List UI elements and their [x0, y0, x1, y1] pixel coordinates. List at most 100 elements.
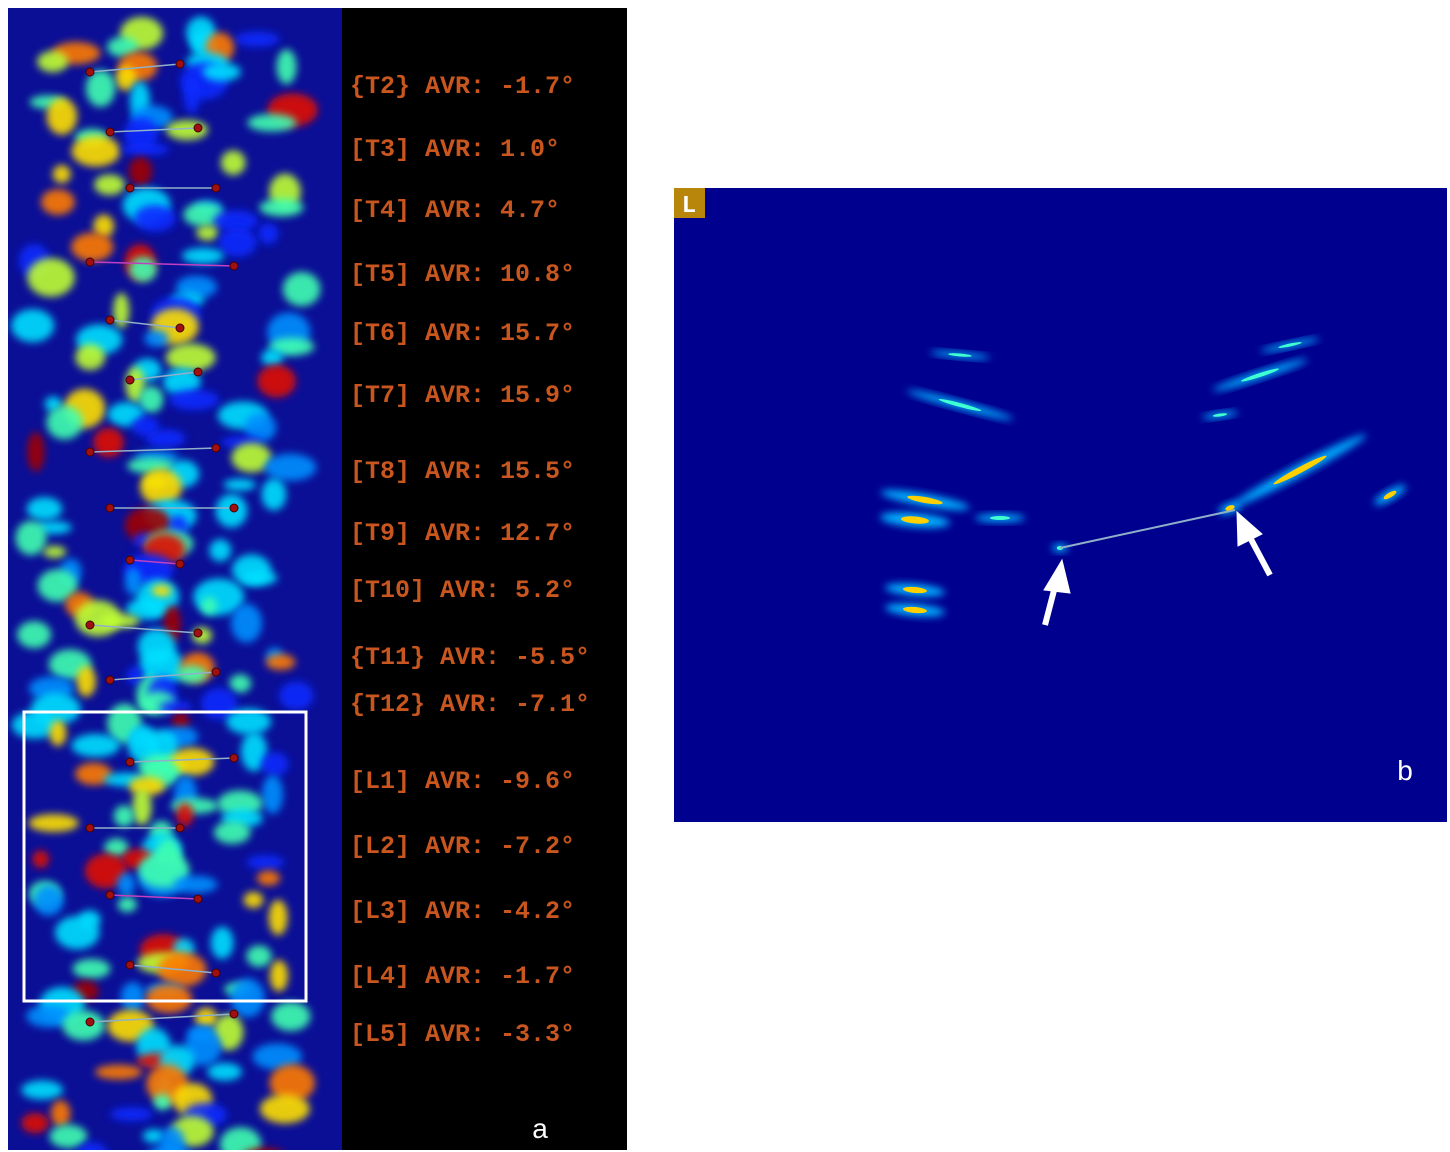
- blob: [207, 1063, 242, 1081]
- landmark: [86, 1018, 94, 1026]
- measurement: [L5] AVR: -3.3°: [350, 1020, 575, 1049]
- blob: [95, 1065, 143, 1080]
- blob: [32, 850, 49, 868]
- streak-core: [990, 516, 1010, 520]
- blob: [258, 223, 279, 244]
- blob: [117, 873, 135, 896]
- landmark: [126, 961, 134, 969]
- blob: [27, 432, 44, 472]
- blob: [214, 821, 251, 844]
- blob: [76, 666, 96, 697]
- landmark: [86, 258, 94, 266]
- landmark: [212, 444, 220, 452]
- blob: [49, 720, 66, 746]
- blob: [261, 349, 283, 367]
- blob: [75, 344, 105, 370]
- landmark: [126, 376, 134, 384]
- landmark: [106, 504, 114, 512]
- landmark: [86, 824, 94, 832]
- measurement: [T7] AVR: 15.9°: [350, 381, 575, 410]
- blob: [183, 77, 200, 114]
- blob: [201, 597, 217, 615]
- blob: [21, 1113, 49, 1133]
- blob: [71, 136, 120, 167]
- blob: [51, 1100, 71, 1127]
- measurement: [T6] AVR: 15.7°: [350, 319, 575, 348]
- blob: [260, 1094, 310, 1123]
- landmark: [176, 824, 184, 832]
- measurement: [L3] AVR: -4.2°: [350, 897, 575, 926]
- blob: [129, 257, 157, 282]
- blob: [134, 205, 176, 232]
- landmark: [230, 262, 238, 270]
- landmark: [230, 1010, 238, 1018]
- blob: [118, 897, 137, 912]
- page: a L b {T2} AVR: -1.7°[T3] AVR: 1.0°[T4] …: [0, 0, 1450, 1152]
- blob: [257, 365, 295, 398]
- measurement: [L4] AVR: -1.7°: [350, 962, 575, 991]
- landmark: [194, 368, 202, 376]
- blob: [34, 885, 64, 916]
- blob: [46, 406, 82, 440]
- landmark: [212, 184, 220, 192]
- blob: [15, 521, 46, 555]
- measurement: [T5] AVR: 10.8°: [350, 260, 575, 289]
- blob: [247, 114, 296, 132]
- blob: [277, 49, 297, 84]
- blob: [28, 814, 79, 832]
- blob: [11, 309, 54, 342]
- blob: [49, 1125, 87, 1149]
- landmark: [230, 504, 238, 512]
- blob: [27, 258, 74, 297]
- blob: [242, 570, 277, 585]
- blob: [41, 189, 75, 215]
- blob: [261, 752, 288, 776]
- panel-label: a: [532, 1113, 548, 1144]
- blob: [262, 775, 283, 814]
- blob: [153, 1094, 171, 1110]
- blob: [246, 945, 271, 967]
- landmark: [194, 124, 202, 132]
- measurement: {T2} AVR: -1.7°: [350, 72, 575, 101]
- landmark: [194, 895, 202, 903]
- blob: [71, 734, 120, 757]
- blob: [196, 225, 218, 240]
- blob: [209, 539, 231, 561]
- blob: [43, 546, 66, 558]
- blob: [132, 789, 151, 826]
- measurement: [T9] AVR: 12.7°: [350, 519, 575, 548]
- blob: [279, 681, 313, 710]
- blob: [146, 429, 186, 447]
- blob: [144, 330, 168, 347]
- blob: [182, 248, 224, 264]
- blob: [139, 386, 164, 413]
- measurement: [T3] AVR: 1.0°: [350, 135, 560, 164]
- landmark: [106, 128, 114, 136]
- orientation-marker: L: [682, 193, 696, 220]
- measurement: [T4] AVR: 4.7°: [350, 196, 560, 225]
- blob: [266, 654, 295, 670]
- landmark: [106, 891, 114, 899]
- blob: [271, 1002, 310, 1031]
- blob: [114, 805, 135, 827]
- landmark: [194, 629, 202, 637]
- blob: [53, 165, 71, 183]
- landmark: [212, 969, 220, 977]
- blob: [113, 293, 129, 328]
- blob: [110, 1107, 153, 1121]
- landmark: [86, 621, 94, 629]
- landmark: [230, 754, 238, 762]
- blob: [246, 855, 284, 869]
- blob: [261, 478, 286, 510]
- blob: [94, 174, 125, 195]
- blob: [129, 157, 153, 186]
- measurement: [T10] AVR: 5.2°: [350, 576, 575, 605]
- measurement: [L1] AVR: -9.6°: [350, 767, 575, 796]
- blob: [257, 871, 280, 886]
- blob: [223, 479, 256, 491]
- blob: [218, 227, 256, 257]
- landmark: [212, 668, 220, 676]
- landmark: [86, 448, 94, 456]
- blob: [121, 982, 145, 1012]
- landmark: [106, 676, 114, 684]
